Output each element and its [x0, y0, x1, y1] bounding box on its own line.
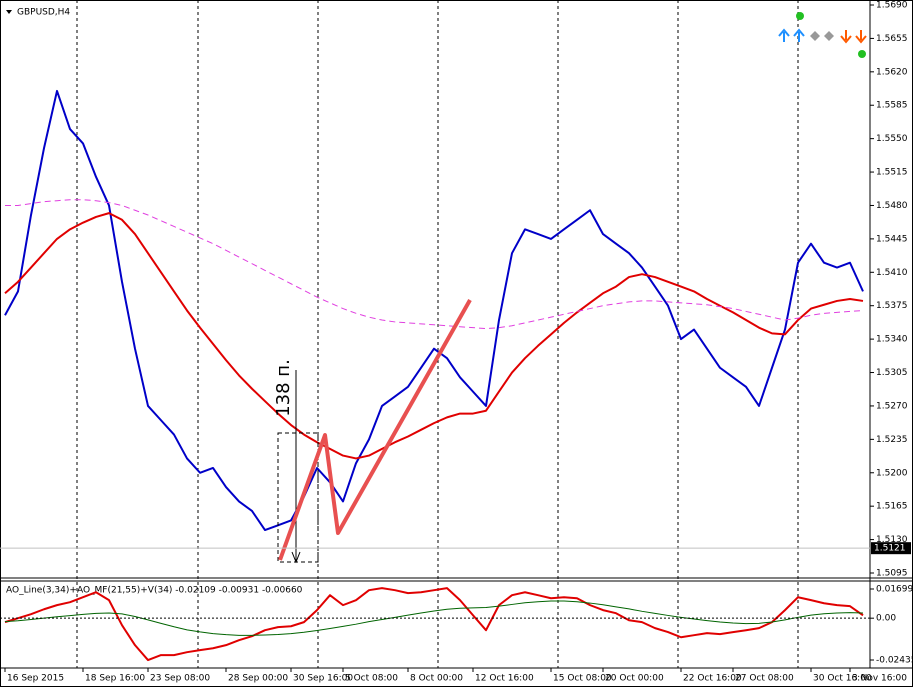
- x-tick-label: 20 Oct 00:00: [605, 674, 664, 684]
- drawings: 138 п.: [273, 299, 472, 564]
- x-tick-label: 5 Oct 08:00: [345, 674, 398, 684]
- arrow-down: [840, 30, 852, 44]
- series-line: [4, 89, 864, 532]
- x-tick-label: 8 Oct 00:00: [410, 674, 463, 684]
- series-line: [4, 600, 864, 636]
- y-tick-label: 1.5515: [876, 168, 908, 178]
- series-line: [4, 212, 864, 460]
- y-tick-label: 1.5340: [876, 335, 908, 345]
- x-tick-label: 23 Sep 08:00: [150, 674, 210, 684]
- arrow-up: [793, 28, 805, 42]
- y-tick-label: 1.5655: [876, 34, 908, 44]
- y-tick-label: 1.5585: [876, 101, 908, 111]
- current-price-box: [871, 542, 911, 555]
- arrow-up: [778, 28, 790, 42]
- signal-dot: [796, 12, 804, 20]
- annotation: 138 п.: [273, 359, 294, 417]
- x-tick-label: 15 Oct 08:00: [553, 674, 612, 684]
- x-tick-label: 16 Sep 2015: [7, 674, 64, 684]
- x-tick-label: 18 Sep 16:00: [85, 674, 145, 684]
- measure-box: [277, 432, 319, 563]
- arrow-down: [855, 30, 867, 44]
- y-tick-label: 1.5410: [876, 268, 908, 278]
- y-tick-label: 1.5200: [876, 468, 908, 478]
- y-tick-label: 1.5270: [876, 401, 908, 411]
- zigzag: [278, 299, 472, 561]
- y-tick-label: 0.00: [876, 614, 896, 624]
- signal-icons: [778, 12, 867, 58]
- x-tick-label: 3 Nov 16:00: [852, 674, 907, 684]
- y-tick-label: 1.5095: [876, 569, 908, 579]
- x-tick-label: 30 Sep 16:00: [293, 674, 353, 684]
- x-tick-label: 12 Oct 16:00: [475, 674, 534, 684]
- y-tick-label: 1.5235: [876, 435, 908, 445]
- x-tick-label: 22 Oct 16:00: [683, 674, 742, 684]
- y-tick-label: 1.5620: [876, 67, 908, 77]
- y-tick-label: 0.01699: [876, 585, 913, 595]
- y-tick-label: 1.5550: [876, 134, 908, 144]
- y-tick-label: 1.5375: [876, 301, 908, 311]
- y-tick-label: 1.5445: [876, 234, 908, 244]
- indicator-title: AO_Line(3,34)+AO_MF(21,55)+V(34) -0.0210…: [6, 586, 303, 596]
- current-price-label: 1.5121: [874, 544, 906, 554]
- series-line: [5, 199, 864, 330]
- series-line: [4, 587, 864, 662]
- signal-dot: [858, 50, 866, 58]
- chart-title: GBPUSD,H4: [17, 8, 70, 18]
- y-tick-label: 1.5305: [876, 368, 908, 378]
- y-tick-label: 1.5480: [876, 201, 908, 211]
- measure-arrow: [291, 551, 301, 564]
- y-tick-label: 1.5690: [876, 1, 908, 11]
- x-tick-label: 30 Oct 16:00: [813, 674, 872, 684]
- menu-triangle[interactable]: [6, 10, 12, 14]
- x-tick-label: 27 Oct 08:00: [735, 674, 794, 684]
- y-tick-label: 1.5165: [876, 502, 908, 512]
- y-tick-label: -0.02435: [876, 656, 913, 666]
- diamond: [824, 31, 834, 41]
- series-layer: [4, 89, 864, 662]
- x-tick-label: 28 Sep 00:00: [228, 674, 288, 684]
- diamond: [810, 31, 820, 41]
- y-tick-label: 1.5130: [876, 535, 908, 545]
